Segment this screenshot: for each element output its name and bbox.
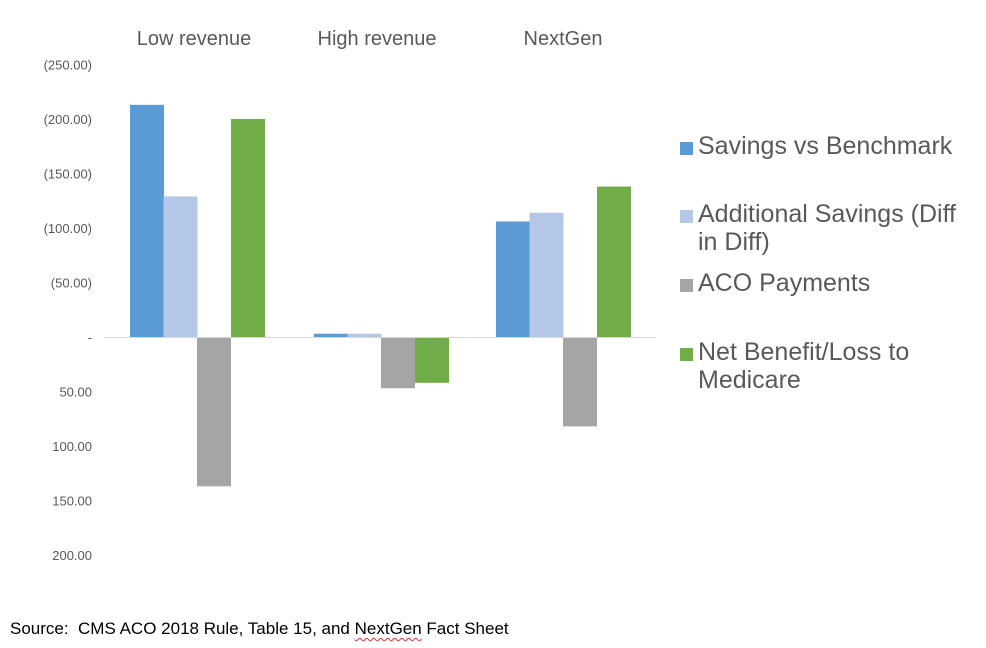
- category-label: NextGen: [524, 28, 603, 50]
- legend-swatch: [680, 279, 693, 292]
- bar-net-benefit-loss-to-medicare-low-revenue: [231, 119, 265, 337]
- bar-savings-vs-benchmark-low-revenue: [130, 104, 164, 337]
- category-label: Low revenue: [137, 28, 252, 50]
- bar-aco-payments-high-revenue: [381, 337, 415, 389]
- bar-additional-savings-diff-in-diff--high-revenue: [347, 333, 382, 337]
- y-tick-label: 150.00: [52, 494, 92, 509]
- source-prefix: Source: CMS ACO 2018 Rule, Table 15, and: [10, 619, 355, 638]
- legend-label: ACO Payments: [698, 269, 871, 297]
- source-note: Source: CMS ACO 2018 Rule, Table 15, and…: [10, 619, 509, 639]
- legend-swatch: [680, 142, 693, 155]
- legend-label: Net Benefit/Loss to Medicare: [698, 338, 910, 394]
- source-suffix: Fact Sheet: [421, 619, 509, 638]
- legend-label: Savings vs Benchmark: [698, 132, 953, 160]
- bar-aco-payments-low-revenue: [197, 337, 231, 487]
- legend-swatch: [680, 210, 693, 223]
- y-tick-label: (100.00): [44, 221, 92, 236]
- y-tick-label: (250.00): [44, 58, 92, 73]
- y-tick-label: 50.00: [59, 385, 92, 400]
- source-flagged-word: NextGen: [354, 619, 422, 638]
- y-tick-labels: (250.00) (200.00) (150.00) (100.00) (50.00) -…: [44, 58, 92, 564]
- legend-label: Additional Savings (Diff in Diff): [698, 200, 957, 256]
- category-labels: Low revenue High revenue NextGen: [137, 28, 603, 50]
- bar-net-benefit-loss-to-medicare-nextgen: [597, 186, 631, 337]
- y-tick-label: 200.00: [52, 548, 92, 563]
- y-tick-label: (200.00): [44, 112, 92, 127]
- bar-chart: (250.00) (200.00) (150.00) (100.00) (50.00) -…: [44, 28, 656, 564]
- y-tick-label: 100.00: [52, 439, 92, 454]
- bar-net-benefit-loss-to-medicare-high-revenue: [415, 337, 449, 383]
- y-tick-label: -: [88, 330, 92, 345]
- y-tick-label: (50.00): [51, 276, 92, 291]
- bar-additional-savings-diff-in-diff--nextgen: [529, 212, 564, 337]
- bars-group: [130, 104, 631, 487]
- bar-aco-payments-nextgen: [563, 337, 597, 427]
- y-tick-label: (150.00): [44, 167, 92, 182]
- legend-swatch: [680, 348, 693, 361]
- bar-savings-vs-benchmark-nextgen: [496, 221, 530, 337]
- bar-savings-vs-benchmark-high-revenue: [314, 333, 348, 337]
- bar-additional-savings-diff-in-diff--low-revenue: [163, 196, 198, 337]
- category-label: High revenue: [318, 28, 437, 50]
